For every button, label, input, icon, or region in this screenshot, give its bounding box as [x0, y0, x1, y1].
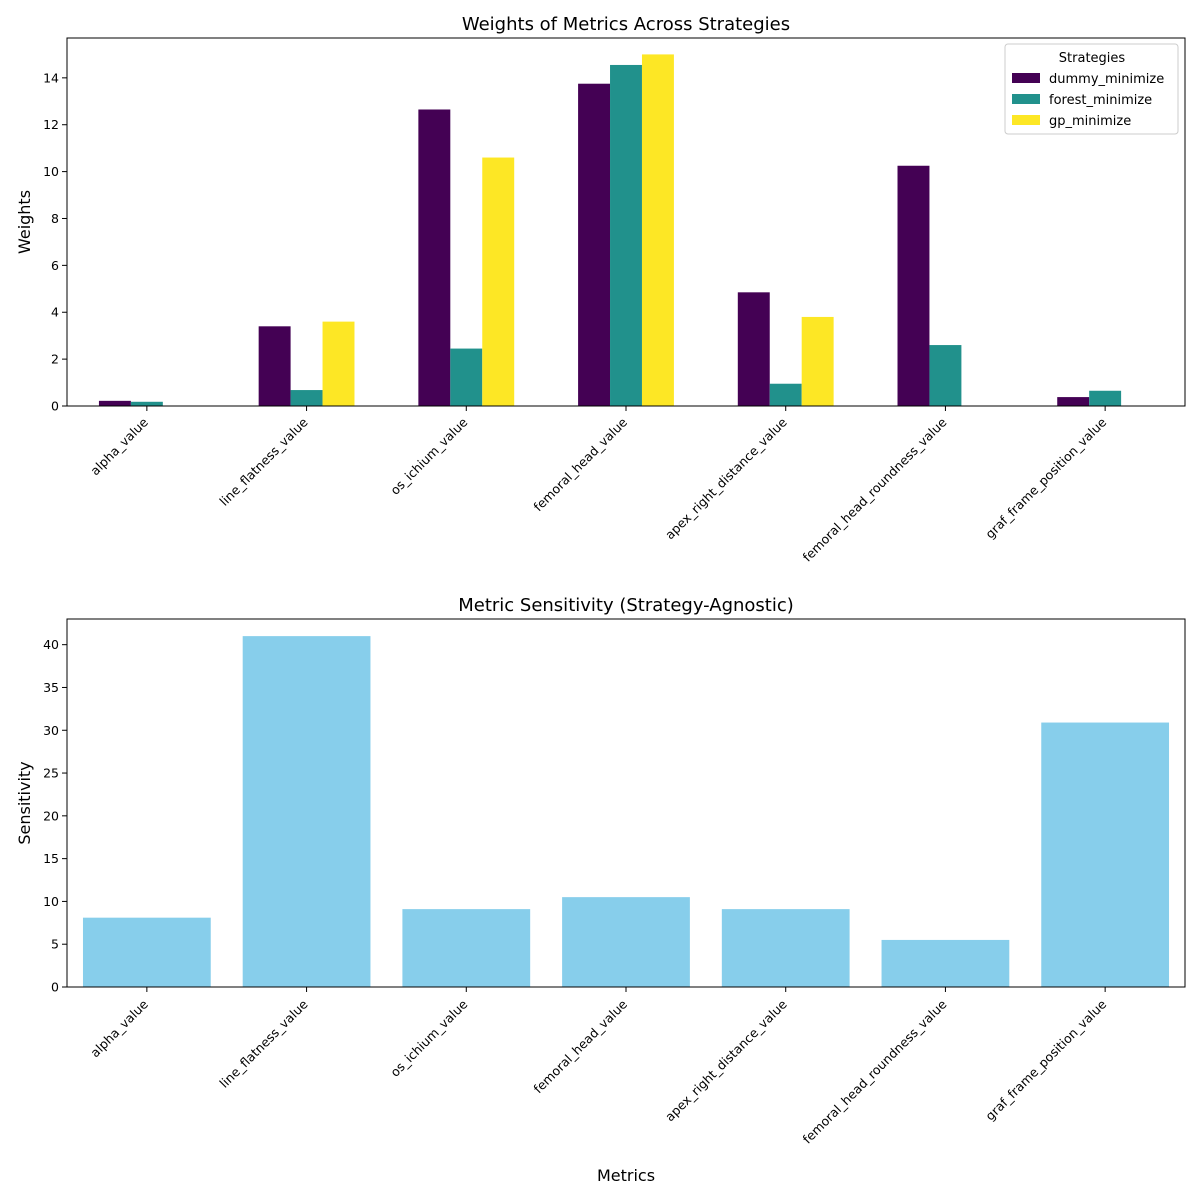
x-tick-label: graf_frame_position_value: [982, 996, 1109, 1123]
x-tick-label: line_flatness_value: [216, 414, 310, 508]
y-tick-label: 0: [51, 399, 59, 414]
weights-chart: Weights of Metrics Across Strategies Wei…: [15, 14, 1186, 565]
bar-dummy-minimize-alpha-value: [98, 400, 131, 406]
bar-line-flatness-value: [242, 636, 371, 987]
bar-forest-minimize-os-ichium-value: [450, 348, 483, 406]
bar-dummy-minimize-femoral-head-roundness-value: [897, 165, 930, 406]
sensitivity-chart-y-axis-label: Sensitivity: [15, 761, 34, 844]
bar-dummy-minimize-os-ichium-value: [418, 109, 451, 407]
legend-label-dummy-minimize: dummy_minimize: [1049, 72, 1164, 87]
y-tick-label: 40: [43, 637, 59, 652]
bar-gp-minimize-line-flatness-value: [322, 321, 355, 406]
sensitivity-plot-frame: [66, 618, 1186, 988]
x-tick-label: apex_right_distance_value: [662, 996, 790, 1124]
sensitivity-y-ticks: 0 5 10 15 20 25 30 35 40: [43, 637, 67, 995]
x-tick-label: femoral_head_value: [530, 414, 630, 514]
legend-swatch-forest-minimize: [1012, 94, 1040, 104]
bar-femoral-head-value: [562, 897, 690, 987]
bar-dummy-minimize-line-flatness-value: [258, 326, 291, 406]
y-tick-label: 10: [43, 164, 59, 179]
sensitivity-bars: [82, 636, 1170, 987]
y-tick-label: 15: [43, 851, 59, 866]
bar-femoral-head-roundness-value: [881, 939, 1010, 987]
y-tick-label: 4: [51, 305, 59, 320]
bar-forest-minimize-femoral-head-roundness-value: [929, 345, 962, 406]
x-tick-label: alpha_value: [87, 414, 151, 478]
x-tick-label: line_flatness_value: [216, 996, 310, 1090]
legend-swatch-dummy-minimize: [1012, 73, 1040, 83]
y-tick-label: 8: [51, 211, 59, 226]
weights-bars: [98, 54, 1122, 407]
y-tick-label: 10: [43, 894, 59, 909]
y-tick-label: 6: [51, 258, 59, 273]
weights-legend: Strategies dummy_minimize forest_minimize…: [1004, 43, 1179, 135]
sensitivity-x-ticks: alpha_value line_flatness_value os_ichium_…: [87, 987, 1109, 1147]
weights-y-ticks: 0 2 4 6 8 10 12 14: [43, 70, 67, 414]
weights-plot-frame: [66, 37, 1186, 407]
bar-gp-minimize-apex-right-distance-value: [801, 316, 834, 406]
y-tick-label: 2: [51, 352, 59, 367]
x-tick-label: alpha_value: [87, 996, 151, 1060]
legend-swatch-gp-minimize: [1012, 115, 1040, 125]
y-tick-label: 0: [51, 980, 59, 995]
bar-dummy-minimize-apex-right-distance-value: [737, 292, 770, 406]
y-tick-label: 35: [43, 680, 59, 695]
y-tick-label: 25: [43, 766, 59, 781]
y-tick-label: 12: [43, 117, 59, 132]
sensitivity-chart-x-axis-label: Metrics: [597, 1166, 655, 1185]
y-tick-label: 30: [43, 723, 59, 738]
bar-gp-minimize-femoral-head-value: [641, 54, 674, 406]
x-tick-label: os_ichium_value: [387, 414, 470, 497]
y-tick-label: 20: [43, 808, 59, 823]
x-tick-label: femoral_head_roundness_value: [799, 414, 949, 564]
bar-forest-minimize-alpha-value: [130, 401, 163, 406]
legend-label-forest-minimize: forest_minimize: [1049, 93, 1152, 108]
x-tick-label: os_ichium_value: [387, 996, 470, 1079]
sensitivity-chart: Metric Sensitivity (Strategy-Agnostic) S…: [15, 595, 1186, 1185]
bar-forest-minimize-femoral-head-value: [610, 64, 642, 407]
weights-chart-title: Weights of Metrics Across Strategies: [462, 14, 790, 35]
bar-graf-frame-position-value: [1041, 722, 1170, 987]
sensitivity-chart-title: Metric Sensitivity (Strategy-Agnostic): [458, 595, 794, 616]
bar-os-ichium-value: [402, 909, 531, 987]
bar-forest-minimize-line-flatness-value: [290, 390, 323, 406]
x-tick-label: femoral_head_roundness_value: [799, 996, 949, 1146]
y-tick-label: 14: [43, 70, 59, 85]
x-tick-label: graf_frame_position_value: [982, 414, 1109, 541]
legend-frame: [1004, 43, 1179, 135]
bar-dummy-minimize-graf-frame-position-value: [1057, 397, 1090, 406]
bar-apex-right-distance-value: [721, 909, 850, 987]
y-tick-label: 5: [51, 937, 59, 952]
x-tick-label: apex_right_distance_value: [662, 414, 790, 542]
weights-chart-y-axis-label: Weights: [15, 190, 34, 254]
bar-forest-minimize-apex-right-distance-value: [769, 383, 802, 406]
bar-alpha-value: [82, 917, 211, 987]
bar-forest-minimize-graf-frame-position-value: [1089, 390, 1122, 406]
legend-title: Strategies: [1059, 51, 1126, 66]
weights-x-ticks: alpha_value line_flatness_value os_ichium_…: [87, 406, 1109, 565]
bar-dummy-minimize-femoral-head-value: [578, 83, 611, 407]
bar-gp-minimize-os-ichium-value: [482, 157, 515, 406]
legend-label-gp-minimize: gp_minimize: [1049, 114, 1131, 129]
x-tick-label: femoral_head_value: [530, 996, 630, 1096]
legend-items: dummy_minimize forest_minimize gp_minimize: [1012, 72, 1164, 129]
